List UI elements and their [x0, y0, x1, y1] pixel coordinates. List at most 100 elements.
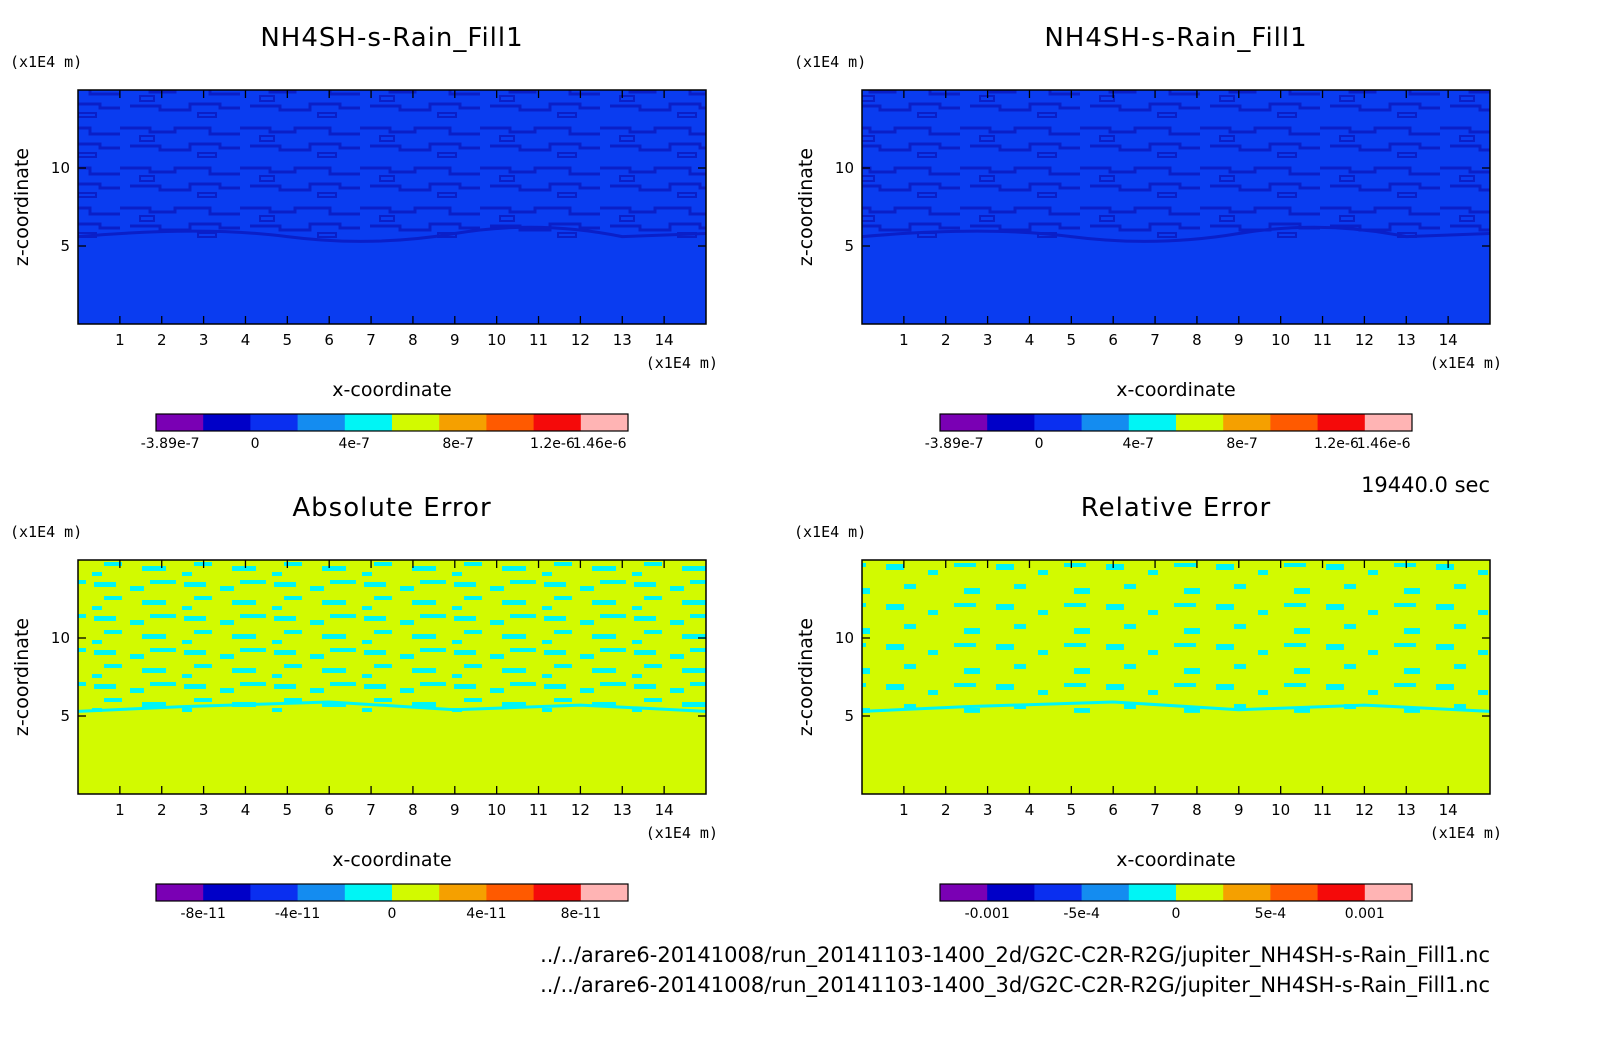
colorbar-swatch: [344, 884, 393, 901]
x-tick-label: 14: [655, 331, 674, 349]
colorbar-swatch: [1223, 414, 1271, 431]
colorbar-swatch: [203, 884, 251, 901]
colorbar-swatch: [580, 414, 629, 431]
colorbar-swatch: [940, 884, 988, 901]
panel-2: NH4SH-s-Rain_Fill1(x1E4 m)1 2 3 4 5 6 7 8 9 10 11 1…: [794, 23, 1502, 452]
x-tick-label: 10: [1271, 331, 1290, 349]
x-unit-label: (x1E4 m): [1430, 354, 1502, 372]
colorbar-label: -4e-11: [275, 906, 320, 922]
x-tick-label: 6: [324, 801, 334, 819]
plot-frame: [77, 89, 707, 325]
x-tick-label: 5: [283, 801, 293, 819]
colorbar-swatch: [987, 414, 1035, 431]
colorbar-swatch: [1364, 414, 1413, 431]
x-tick-label: 3: [199, 801, 209, 819]
colorbar-frame: [939, 883, 1413, 902]
x-axis-label: x-coordinate: [1116, 849, 1235, 871]
y-tick-label: 10: [51, 159, 70, 177]
x-tick-label: 1: [899, 331, 909, 349]
y-tick-label: 5: [60, 237, 70, 255]
colorbar-swatch: [297, 414, 346, 431]
heatmap-lower-region: [78, 238, 706, 324]
x-axis-label: x-coordinate: [332, 849, 451, 871]
heatmap-lower-region: [862, 712, 1490, 794]
x-tick-label: 12: [1355, 801, 1374, 819]
x-tick-label: 9: [1234, 331, 1244, 349]
x-tick-label: 14: [1439, 331, 1458, 349]
colorbar-frame: [939, 413, 1413, 432]
x-unit-label: (x1E4 m): [646, 824, 718, 842]
x-axis-label: x-coordinate: [1116, 379, 1235, 401]
x-tick-label: 3: [983, 331, 993, 349]
colorbar-swatch: [439, 414, 487, 431]
heatmap-contour: [861, 700, 1491, 713]
colorbar-label: 4e-7: [338, 436, 369, 452]
colorbar-swatch: [1270, 884, 1319, 901]
x-tick-label: 10: [1271, 801, 1290, 819]
heatmap-contour: [861, 225, 1491, 243]
x-tick-label: 11: [529, 801, 548, 819]
x-tick-label: 6: [324, 331, 334, 349]
panel-title: NH4SH-s-Rain_Fill1: [1044, 23, 1307, 53]
colorbar-label: -5e-4: [1063, 906, 1100, 922]
y-unit-label: (x1E4 m): [10, 53, 82, 71]
colorbar-swatch: [987, 884, 1035, 901]
x-tick-label: 7: [1150, 801, 1160, 819]
x-tick-label: 2: [157, 801, 167, 819]
colorbar-swatch: [1176, 414, 1224, 431]
colorbar-label: -0.001: [965, 906, 1010, 922]
heatmap-contour: [77, 700, 707, 713]
colorbar-swatch: [1223, 884, 1271, 901]
colorbar-swatch: [940, 414, 988, 431]
colorbar-swatch: [203, 414, 251, 431]
x-tick-label: 8: [408, 331, 418, 349]
x-tick-label: 5: [1067, 331, 1077, 349]
y-axis-label: z-coordinate: [11, 618, 33, 736]
colorbar-label: 1.2e-6: [1314, 436, 1359, 452]
y-tick-label: 10: [835, 629, 854, 647]
x-tick-label: 4: [1025, 331, 1035, 349]
colorbar-swatch: [1128, 884, 1177, 901]
colorbar-swatch: [392, 884, 440, 901]
x-tick-label: 8: [408, 801, 418, 819]
colorbar-swatch: [1317, 884, 1366, 901]
colorbar-swatch: [533, 884, 582, 901]
x-tick-label: 5: [283, 331, 293, 349]
colorbar-label: 4e-7: [1122, 436, 1153, 452]
colorbar-label: -3.89e-7: [925, 436, 984, 452]
plot-frame: [861, 89, 1491, 325]
colorbar-frame: [155, 883, 629, 902]
colorbar-label: 4e-11: [466, 906, 506, 922]
colorbar-label: 0: [251, 436, 260, 452]
x-tick-label: 13: [1397, 801, 1416, 819]
y-unit-label: (x1E4 m): [794, 523, 866, 541]
x-tick-label: 3: [199, 331, 209, 349]
colorbar-swatch: [1317, 414, 1366, 431]
x-tick-label: 13: [1397, 331, 1416, 349]
colorbar-label: 8e-7: [442, 436, 473, 452]
colorbar-swatch: [156, 884, 204, 901]
colorbar-swatch: [1081, 884, 1130, 901]
x-tick-label: 13: [613, 331, 632, 349]
panel-3: Absolute Error(x1E4 m)1 2 3 4 5 6 7 8 9 10 11 12 13 1…: [10, 493, 718, 922]
x-tick-label: 9: [450, 801, 460, 819]
colorbar-swatch: [344, 414, 393, 431]
colorbar-label: 0: [388, 906, 397, 922]
colorbar-label: -3.89e-7: [141, 436, 200, 452]
colorbar-swatch: [580, 884, 629, 901]
heatmap-lower-region: [78, 712, 706, 794]
x-tick-label: 2: [941, 801, 951, 819]
x-tick-label: 14: [1439, 801, 1458, 819]
y-tick-label: 5: [844, 707, 854, 725]
colorbar-label: 1.2e-6: [530, 436, 575, 452]
colorbar-label: 5e-4: [1255, 906, 1287, 922]
x-tick-label: 6: [1108, 801, 1118, 819]
colorbar-swatch: [297, 884, 346, 901]
heatmap-contour: [77, 225, 707, 243]
x-tick-label: 4: [1025, 801, 1035, 819]
colorbar-label: 0: [1172, 906, 1181, 922]
x-tick-label: 1: [899, 801, 909, 819]
y-tick-label: 10: [51, 629, 70, 647]
y-tick-label: 10: [835, 159, 854, 177]
panel-title: Relative Error: [1081, 493, 1272, 523]
